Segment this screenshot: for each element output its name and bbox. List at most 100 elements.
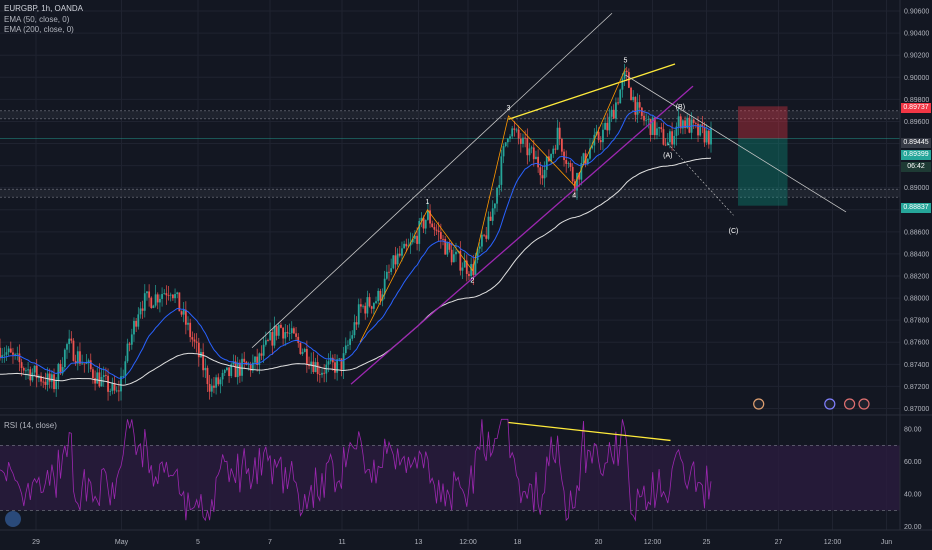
candle-body [154,294,157,306]
candle-body [364,305,367,314]
candle-body [604,122,607,130]
candle-body [586,158,589,165]
candle-body [625,70,628,73]
candle-body [251,362,254,371]
candle-body [634,96,637,115]
candle-body [275,326,278,336]
candle-body [673,135,676,145]
candle-body [230,364,233,376]
candle-body [68,338,71,345]
projection-line [667,143,734,216]
candle-body [483,234,485,236]
candle-body [342,353,345,371]
tradingview-logo-icon[interactable] [5,511,21,527]
candle-body [429,210,431,224]
candle-body [688,117,691,133]
candle-body [256,356,259,366]
candle-body [288,333,291,334]
x-tick-label: Jun [881,539,892,546]
candle-body [442,238,444,240]
candle-body [645,119,648,121]
candle-body [219,379,222,385]
candle-body [539,167,542,176]
candle-body [407,245,410,247]
candle-body [459,250,462,271]
candle-body [450,249,453,263]
ema50-line [0,109,712,379]
candle-body [433,227,436,230]
candle-body [143,293,146,311]
candle-body [102,375,105,377]
candle-body [478,246,481,249]
candle-body [422,217,425,229]
candle-body [156,294,159,303]
rsi-pane [0,414,932,522]
candle-body [448,242,451,250]
candle-body [338,358,341,360]
candle-body [671,131,674,145]
x-tick-label: 12:00 [459,539,477,546]
candle-body [126,343,129,362]
candle-body [316,362,319,375]
candle-body [651,117,654,135]
candle-body [258,353,261,366]
candle-body [390,268,393,273]
candle-body [167,295,170,297]
candle-body [48,373,51,382]
candle-body [53,374,55,390]
candle-body [44,381,47,385]
x-tick-label: 27 [775,539,783,546]
candle-body [556,127,559,150]
drawings[interactable] [251,12,847,385]
candle-body [139,308,142,315]
candle-body [385,271,388,279]
candle-body [491,208,494,221]
candle-body [414,235,416,239]
position-tool[interactable] [738,106,788,206]
candle-body [161,294,163,299]
candle-body [336,359,339,373]
candle-body [96,372,99,384]
candle-body [290,328,293,334]
candle-body [595,131,598,135]
target-price-tag: 0.88837 [901,203,931,213]
level-zone [0,189,900,198]
candle-body [526,137,529,156]
candle-body [528,148,531,156]
y-tick-label: 0.89800 [904,97,929,104]
candle-body [372,303,375,309]
event-markers[interactable] [753,398,870,410]
candle-body [530,147,533,149]
candle-body [379,290,382,301]
candle-body [519,138,522,144]
y-tick-label: 0.87400 [904,362,929,369]
candle-body [701,124,704,127]
candle-body [656,128,658,136]
candle-body [401,248,403,256]
candle-body [370,306,373,309]
y-tick-label: 0.87000 [904,406,929,413]
candle-body [597,131,600,141]
candle-body [297,336,300,343]
event-marker-icon [753,398,765,410]
candle-body [269,331,272,341]
candle-body [111,383,114,391]
candle-body [582,153,585,164]
candle-body [643,115,645,121]
candle-body [210,385,213,392]
candle-body [565,160,568,164]
candle-body [115,390,118,392]
candle-body [193,339,196,342]
candle-body [550,154,552,162]
candle-body [509,136,511,139]
candle-body [360,304,362,307]
candle-body [232,361,235,365]
y-tick-label: 0.90000 [904,75,929,82]
candle-body [632,96,635,101]
y-tick-label: 0.90200 [904,53,929,60]
candle-body [532,147,535,160]
candle-body [362,305,364,307]
candle-body [437,230,440,233]
candle-body [148,291,151,298]
